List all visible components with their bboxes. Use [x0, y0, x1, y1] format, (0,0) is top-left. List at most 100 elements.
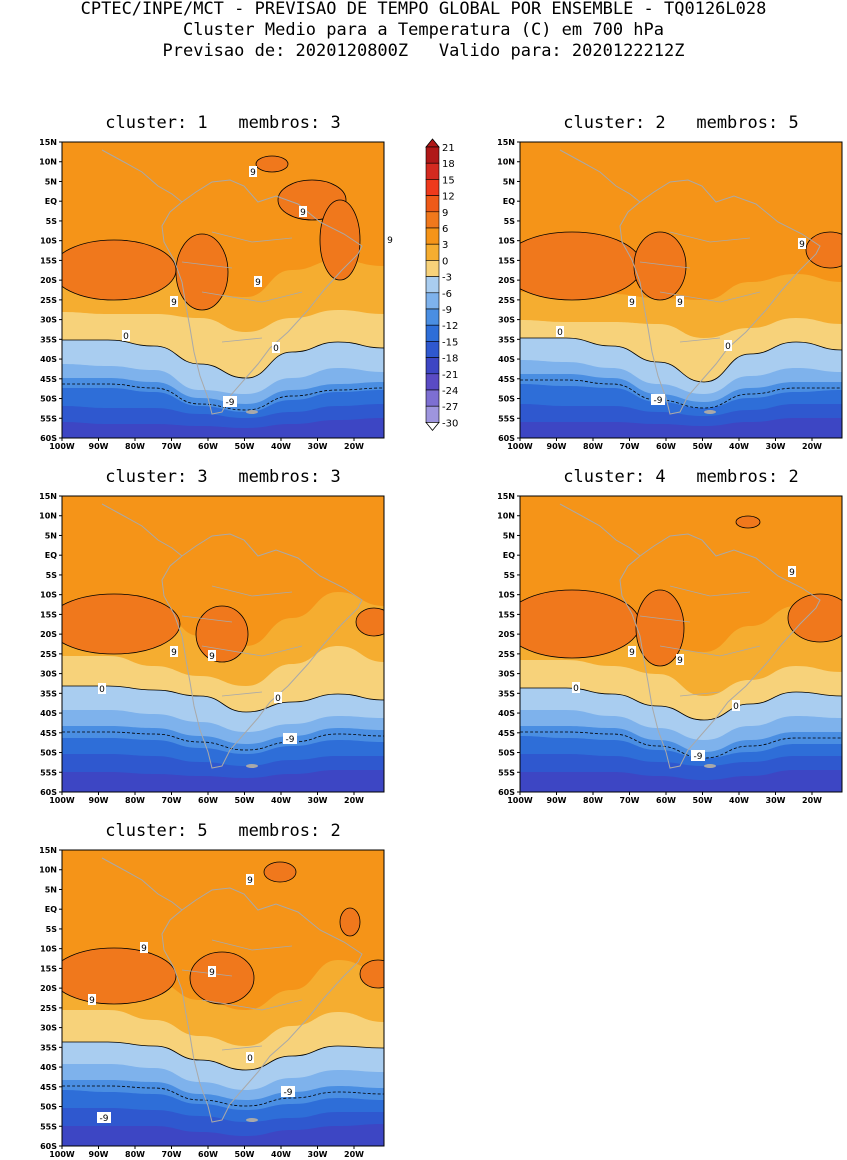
colorbar-swatch	[425, 373, 440, 391]
latitude-tick-label: 20S	[498, 276, 515, 285]
field-band-minus18	[520, 770, 842, 792]
contour-label-box	[299, 206, 307, 217]
map-panel-3: 9 9 0 0 -9 15N 10N 5N EQ 5S 10S 15S 20S 25S 30S 35S 40S 4…	[30, 488, 390, 806]
latitude-tick-label: 15N	[39, 138, 57, 147]
latitude-tick-label: 10N	[39, 158, 57, 167]
contour-line-0	[520, 337, 842, 383]
panel-title-3: cluster: 3 membros: 3	[105, 467, 341, 487]
country-borders	[181, 939, 303, 1051]
latitude-tick-label: 15N	[39, 492, 57, 501]
south-america-coastline	[619, 179, 821, 415]
contour-label-box	[572, 682, 580, 693]
colorbar-level-label: -9	[442, 305, 452, 316]
contour-label: 0	[123, 332, 129, 342]
longitude-tick-label: 90W	[89, 442, 109, 451]
warm-contour-9	[195, 605, 249, 663]
longitude-tick-label: 70W	[162, 442, 182, 451]
contour-line-0	[62, 685, 384, 713]
map-frame	[61, 849, 385, 1147]
latitude-tick-label: 45S	[40, 729, 57, 738]
latitude-tick-label: 50S	[498, 395, 515, 404]
colorbar-level-label: 12	[442, 192, 455, 203]
south-america-coastline	[161, 179, 363, 415]
latitude-tick-label: 5N	[503, 531, 515, 540]
country-borders	[181, 585, 303, 697]
warm-contour-9	[735, 515, 761, 529]
contour-label: 9	[247, 876, 253, 886]
contour-label: 0	[247, 1054, 253, 1064]
contour-label: 0	[733, 702, 739, 712]
central-america-coastline	[101, 149, 183, 203]
latitude-tick-label: 35S	[40, 1043, 57, 1052]
central-america-coastline	[101, 503, 183, 557]
south-america-coastline	[161, 533, 363, 769]
longitude-tick-label: 100W	[49, 796, 75, 805]
warm-contour-9	[263, 861, 297, 883]
latitude-tick-label: 5N	[45, 885, 57, 894]
falkland-islands	[704, 764, 716, 768]
latitude-tick-label: 45S	[40, 375, 57, 384]
latitude-tick-label: EQ	[503, 551, 515, 560]
longitude-tick-label: 40W	[271, 442, 291, 451]
colorbar-level-label: -27	[442, 402, 458, 413]
latitude-tick-label: 45S	[498, 729, 515, 738]
colorbar-swatch	[425, 292, 440, 310]
contour-label-box	[170, 646, 178, 657]
panel-title-5: cluster: 5 membros: 2	[105, 821, 341, 841]
latitude-tick-label: EQ	[45, 905, 57, 914]
latitude-tick-label: 60S	[40, 1142, 57, 1151]
longitude-tick-label: 60W	[656, 442, 676, 451]
colorbar-bottom-arrow	[425, 422, 440, 432]
contour-label-box	[676, 654, 684, 665]
latitude-tick-label: 10N	[497, 158, 515, 167]
colorbar-level-label: 21	[442, 143, 455, 154]
country-borders	[181, 231, 303, 343]
contour-label: 9	[387, 236, 393, 246]
longitude-tick-label: 50W	[693, 796, 713, 805]
latitude-tick-label: 55S	[40, 1122, 57, 1131]
map-frame	[519, 495, 843, 793]
longitude-tick-label: 40W	[729, 796, 749, 805]
latitude-tick-label: 5S	[504, 217, 516, 226]
warm-contour-9	[62, 593, 181, 655]
falkland-islands	[246, 764, 258, 768]
south-america-coastline	[619, 533, 821, 769]
contour-label: 9	[799, 240, 805, 250]
contour-label-box	[208, 966, 216, 977]
map-svg: 9 9 0 0 -9 15N 10N 5N EQ 5S 10S 15S 20S 25S 30S 35S 40S 4…	[39, 492, 385, 805]
contour-label: 0	[99, 685, 105, 695]
warm-contour-9	[339, 907, 361, 937]
latitude-tick-label: 15S	[40, 610, 57, 619]
central-america-coastline	[101, 857, 183, 911]
warm-contour-9	[255, 155, 289, 173]
longitude-tick-label: 70W	[162, 796, 182, 805]
contour-label: 0	[275, 694, 281, 704]
contour-label: -9	[226, 398, 235, 408]
contour-line-minus9	[62, 1085, 384, 1107]
map-panel-1: 9 9 9 9 9 0 0 -9 15N 10N 5N EQ 5S 10S 15S 20S 25S 30S 35S 4…	[30, 134, 394, 452]
contour-line-0	[520, 687, 842, 721]
colorbar-swatch	[425, 324, 440, 342]
longitude-tick-label: 40W	[271, 796, 291, 805]
latitude-tick-label: 50S	[40, 395, 57, 404]
contour-label: -9	[284, 1088, 293, 1098]
warm-contour-9	[359, 959, 384, 989]
falkland-islands	[246, 1118, 258, 1122]
warm-contour-9	[520, 589, 641, 659]
country-borders	[639, 231, 761, 343]
panel-title-1: cluster: 1 membros: 3	[105, 113, 341, 133]
colorbar-swatch	[425, 357, 440, 375]
latitude-tick-label: 60S	[40, 788, 57, 797]
colorbar-swatch	[425, 179, 440, 196]
contour-label: 9	[300, 208, 306, 218]
colorbar-level-label: 3	[442, 240, 448, 251]
longitude-tick-label: 40W	[271, 1150, 291, 1159]
latitude-tick-label: 15S	[498, 610, 515, 619]
latitude-tick-label: 50S	[40, 749, 57, 758]
colorbar-level-label: -3	[442, 273, 452, 284]
central-america-coastline	[559, 503, 641, 557]
latitude-tick-label: 30S	[498, 316, 515, 325]
colorbar-swatch	[425, 162, 440, 180]
longitude-tick-label: 50W	[235, 1150, 255, 1159]
longitude-tick-label: 50W	[235, 796, 255, 805]
